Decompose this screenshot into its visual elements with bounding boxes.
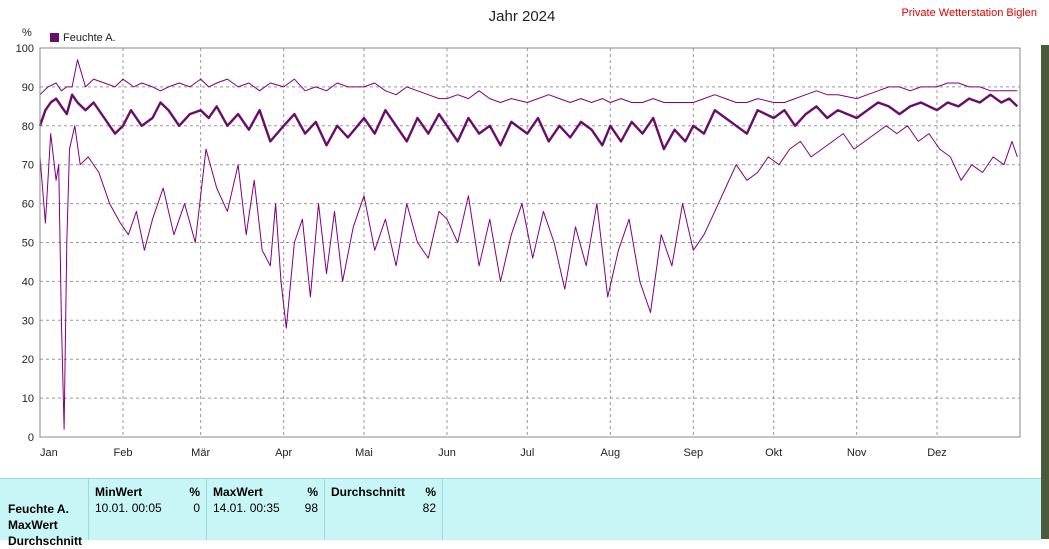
max-unit: % bbox=[307, 485, 318, 499]
y-tick-label: 90 bbox=[22, 82, 34, 94]
chart-svg: Jahr 2024 Private Wetterstation Biglen %… bbox=[16, 7, 1037, 459]
row-label-max: MaxWert bbox=[8, 518, 58, 532]
chart-title: Jahr 2024 bbox=[489, 8, 556, 25]
y-tick-label: 20 bbox=[22, 354, 34, 366]
x-tick-label: Aug bbox=[601, 447, 621, 459]
row-label-avg: Durchschnitt bbox=[8, 534, 83, 548]
grid bbox=[40, 48, 1020, 437]
legend-swatch bbox=[50, 33, 59, 42]
max-value: 98 bbox=[304, 501, 318, 515]
x-axis-ticks: Jan Feb Mär Apr Mai Jun Jul Aug Sep Okt Nov Dez bbox=[40, 447, 947, 459]
y-axis-ticks: 0 10 20 30 40 50 60 70 80 90 100 bbox=[16, 43, 34, 444]
stats-col-min: MinWert % 10.01. 00:05 0 bbox=[88, 479, 206, 540]
y-tick-label: 10 bbox=[22, 393, 34, 405]
min-value: 0 bbox=[193, 501, 200, 515]
y-tick-label: 80 bbox=[22, 121, 34, 133]
y-tick-label: 60 bbox=[22, 199, 34, 211]
plot-frame bbox=[39, 47, 1021, 438]
series-line-max bbox=[39, 59, 1018, 103]
x-tick-label: Dez bbox=[927, 447, 947, 459]
avg-value: 82 bbox=[422, 501, 436, 515]
window-edge bbox=[1041, 0, 1049, 539]
row-label-sensor: Feuchte A. bbox=[8, 502, 69, 516]
y-tick-label: 100 bbox=[16, 43, 34, 55]
y-tick-label: 70 bbox=[22, 160, 34, 172]
max-time: 14.01. 00:35 bbox=[213, 501, 280, 515]
station-name: Private Wetterstation Biglen bbox=[901, 7, 1037, 19]
legend-label: Feuchte A. bbox=[63, 32, 116, 44]
max-header: MaxWert bbox=[213, 485, 263, 499]
series-line-min bbox=[39, 125, 1018, 430]
series-group bbox=[38, 59, 1019, 430]
stats-col-max: MaxWert % 14.01. 00:35 98 bbox=[206, 479, 324, 540]
stats-col-avg: Durchschnitt % 82 bbox=[324, 479, 443, 540]
avg-unit: % bbox=[425, 485, 436, 499]
y-tick-label: 40 bbox=[22, 276, 34, 288]
x-tick-label: Nov bbox=[847, 447, 867, 459]
avg-header: Durchschnitt bbox=[331, 485, 406, 499]
y-tick-label: 30 bbox=[22, 315, 34, 327]
y-tick-label: 0 bbox=[28, 432, 34, 444]
x-tick-label: Apr bbox=[275, 447, 292, 459]
min-unit: % bbox=[189, 485, 200, 499]
x-tick-label: Sep bbox=[684, 447, 704, 459]
x-tick-label: Mär bbox=[191, 447, 210, 459]
stats-panel: Feuchte A. MaxWert Durchschnitt MinWert … bbox=[0, 478, 1041, 548]
x-tick-label: Jan bbox=[40, 447, 58, 459]
series-line-mean bbox=[38, 93, 1019, 151]
min-header: MinWert bbox=[95, 485, 143, 499]
x-tick-label: Feb bbox=[114, 447, 133, 459]
window-edge-top bbox=[1041, 0, 1049, 45]
stats-row-labels: Feuchte A. MaxWert Durchschnitt bbox=[8, 501, 82, 549]
y-tick-label: 50 bbox=[22, 238, 34, 250]
x-tick-label: Jun bbox=[438, 447, 456, 459]
x-tick-label: Jul bbox=[520, 447, 534, 459]
humidity-chart: Jahr 2024 Private Wetterstation Biglen %… bbox=[16, 7, 1037, 459]
x-tick-label: Okt bbox=[765, 447, 782, 459]
y-axis-unit: % bbox=[22, 27, 32, 39]
x-tick-label: Mai bbox=[355, 447, 373, 459]
min-time: 10.01. 00:05 bbox=[95, 501, 162, 515]
